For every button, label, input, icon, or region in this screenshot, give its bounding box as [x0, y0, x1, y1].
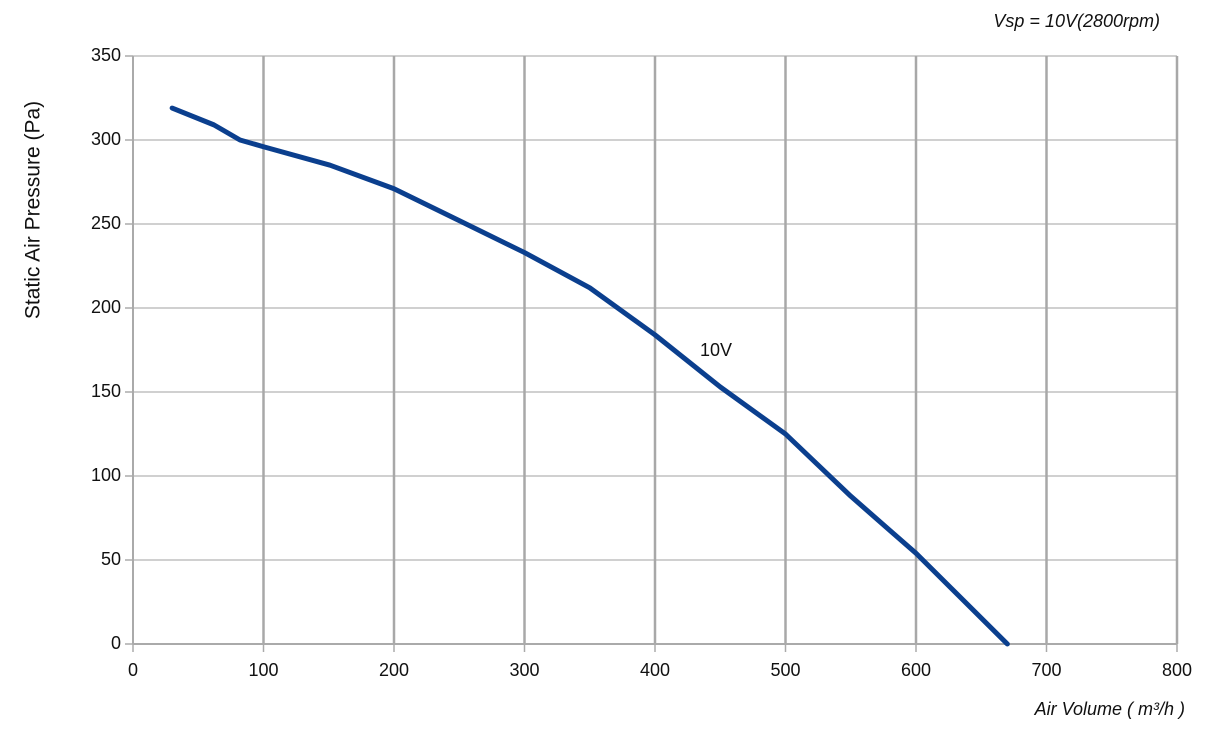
y-tick-label: 200	[91, 297, 121, 317]
y-tick-label: 100	[91, 465, 121, 485]
x-tick-label: 100	[248, 660, 278, 680]
x-tick-label: 700	[1031, 660, 1061, 680]
y-axis-label: Static Air Pressure (Pa)	[22, 101, 45, 319]
y-tick-label: 150	[91, 381, 121, 401]
x-tick-label: 600	[901, 660, 931, 680]
y-tick-label: 50	[101, 549, 121, 569]
x-tick-label: 200	[379, 660, 409, 680]
x-tick-label: 400	[640, 660, 670, 680]
x-axis-label: Air Volume ( m³/h )	[1034, 699, 1185, 719]
y-tick-label: 0	[111, 633, 121, 653]
chart-subtitle: Vsp = 10V(2800rpm)	[993, 11, 1160, 31]
y-tick-label: 300	[91, 129, 121, 149]
series-label: 10V	[700, 340, 732, 360]
x-tick-label: 500	[770, 660, 800, 680]
x-tick-label: 800	[1162, 660, 1192, 680]
data-line	[169, 105, 1010, 647]
x-tick-label: 0	[128, 660, 138, 680]
x-tick-label: 300	[509, 660, 539, 680]
y-tick-label: 250	[91, 213, 121, 233]
y-tick-label: 350	[91, 45, 121, 65]
